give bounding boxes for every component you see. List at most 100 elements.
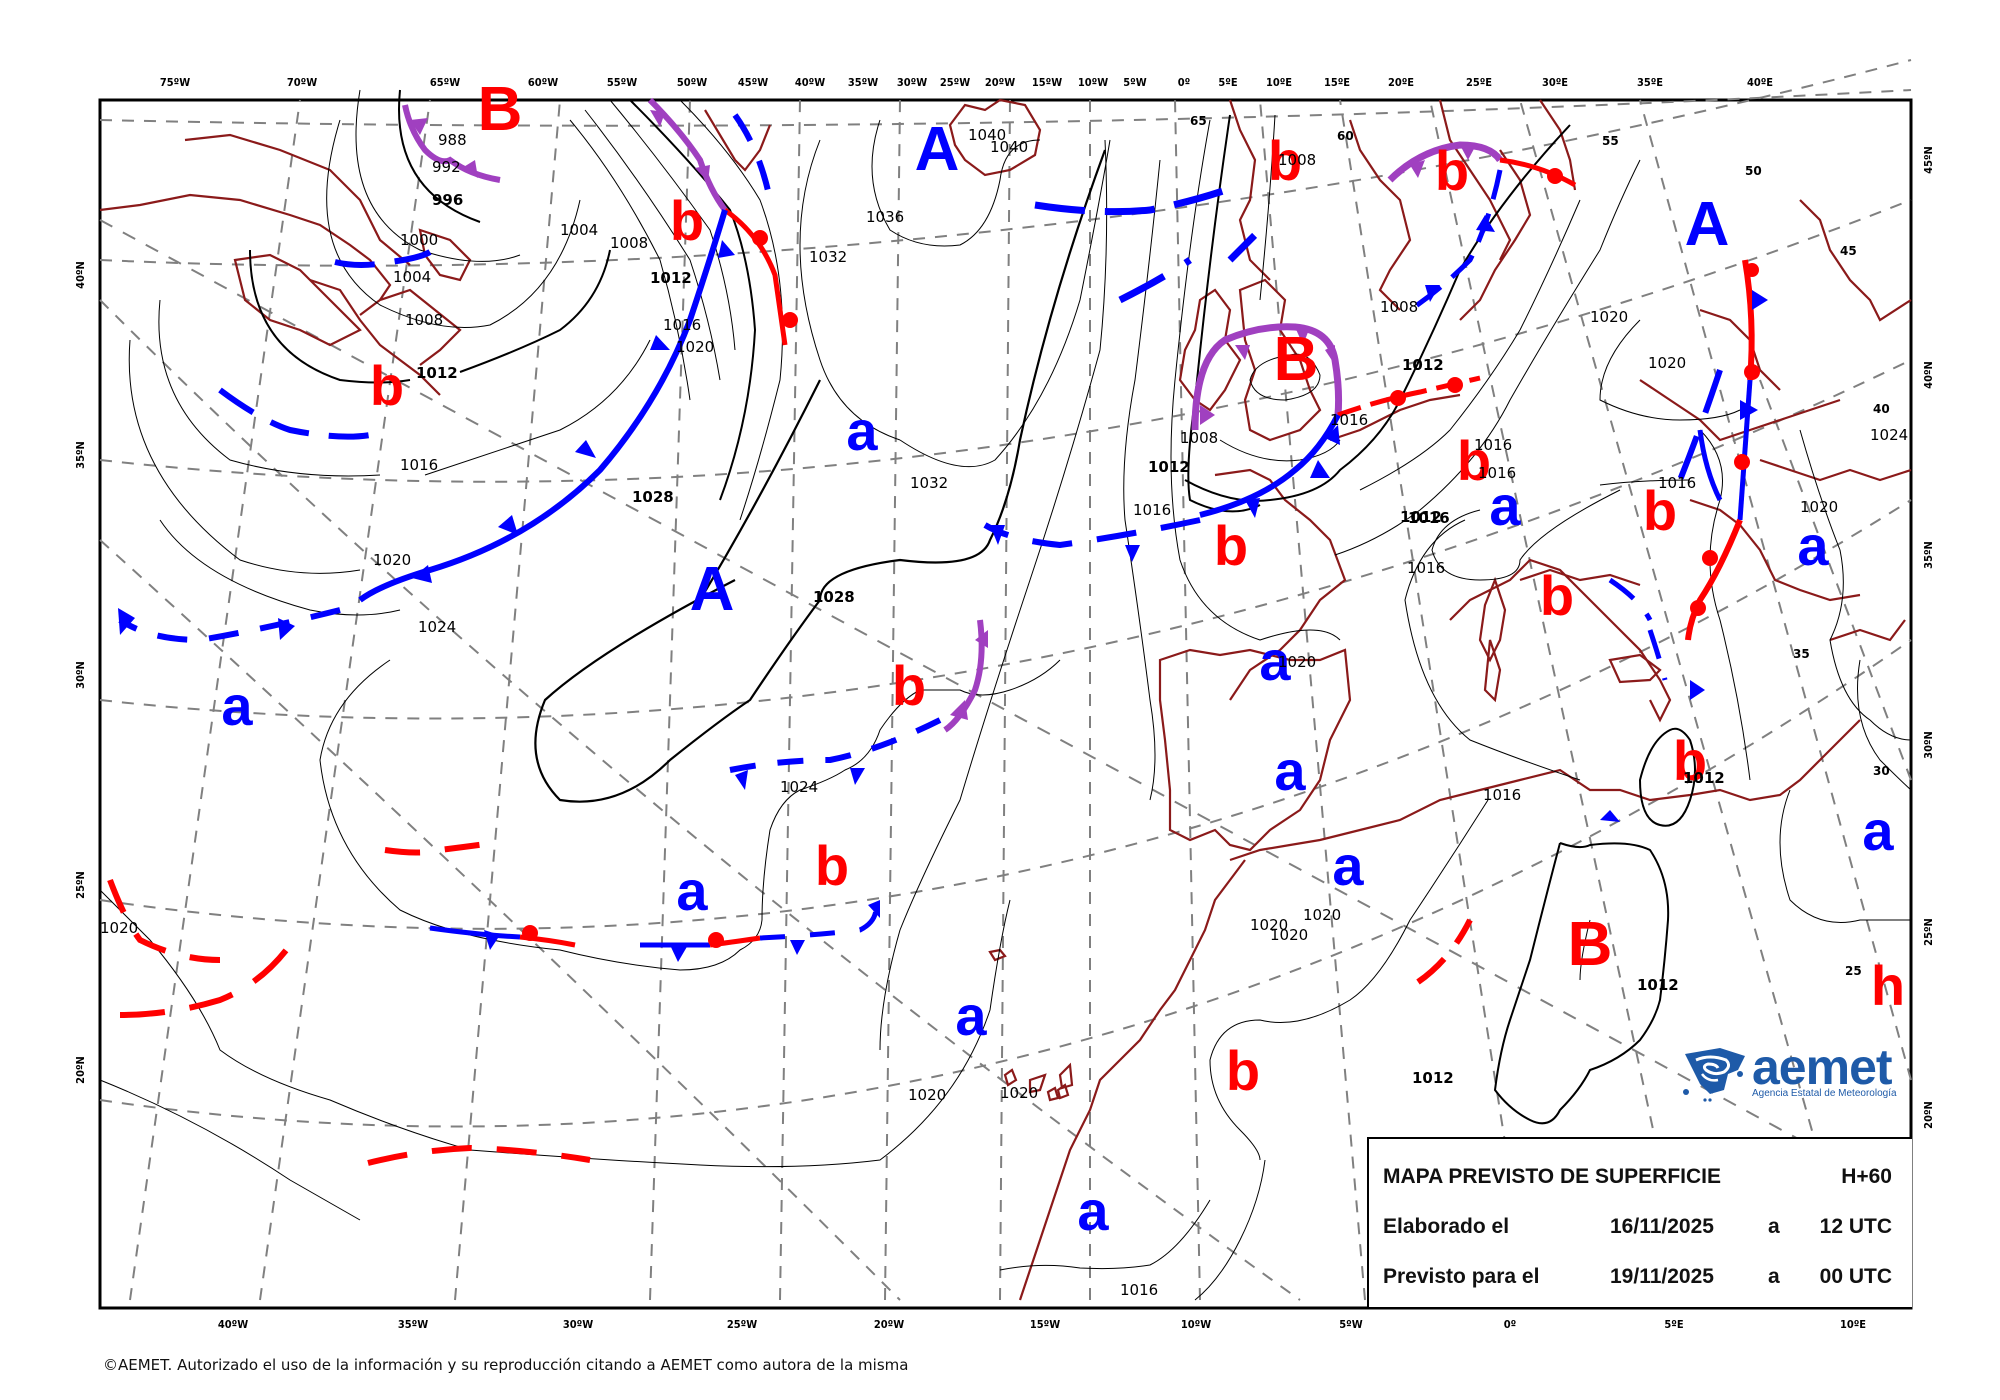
cold-front [983, 517, 1201, 549]
low-pressure-center: b [1673, 729, 1707, 792]
isobar-label: 1004 [393, 268, 431, 286]
lon-label-top: 15ºE [1324, 76, 1350, 89]
issued-label: Elaborado el [1383, 1215, 1510, 1238]
isobar-label: 1012 [1683, 769, 1725, 787]
isobar-label: 1016 [1407, 559, 1445, 577]
low-pressure-center: B [1568, 910, 1613, 979]
lon-label-top: 35ºW [848, 76, 878, 89]
high-pressure-center: a [955, 984, 987, 1047]
isobar-label: 1020 [373, 551, 411, 569]
isobar-label: 1020 [1250, 916, 1288, 934]
lat-label-right: 40ºN [1922, 361, 1935, 389]
front-symbols [118, 110, 1768, 962]
isobar-label: 1024 [780, 778, 818, 796]
copyright-notice: ©AEMET. Autorizado el uso de la informac… [103, 1356, 909, 1374]
valid-time: 00 UTC [1819, 1265, 1892, 1288]
lon-label-top: 5ºW [1123, 76, 1146, 89]
lon-label-top: 20ºW [985, 76, 1015, 89]
lat-label-left: 40ºN [74, 261, 87, 289]
isobar-label: 1020 [908, 1086, 946, 1104]
high-pressure-center: A [915, 115, 960, 184]
lon-label-bottom: 25ºW [727, 1318, 757, 1331]
isobar-label: 1016 [1408, 509, 1450, 527]
occluded-front [647, 97, 728, 212]
lat-label-right: 45ºN [1922, 146, 1935, 174]
isobar-label: 1012 [1148, 458, 1190, 476]
lon-label-top: 40ºE [1747, 76, 1773, 89]
isobar-label: 1028 [632, 488, 674, 506]
high-pressure-center: a [1259, 629, 1291, 692]
isobar-label: 1008 [1380, 298, 1418, 316]
isobar-label: 1020 [1648, 354, 1686, 372]
lon-label-bottom: 30ºW [563, 1318, 593, 1331]
low-pressure-center: b [815, 834, 849, 897]
isobar-label: 1020 [1590, 308, 1628, 326]
isobar-label: 1008 [1278, 151, 1316, 169]
lat-label-left: 25ºN [74, 871, 87, 899]
lat-label-right: 20ºN [1922, 1101, 1935, 1129]
high-pressure-center: a [846, 399, 878, 462]
trough-line [334, 249, 432, 268]
lat-label-left: 30ºN [74, 661, 87, 689]
isobar-label: 1032 [809, 248, 847, 266]
isobar-label: 1012 [416, 364, 458, 382]
aemet-wordmark: aemet [1752, 1039, 1893, 1095]
longitude-labels-bottom: 40ºW 35ºW 30ºW 25ºW 20ºW 15ºW 10ºW 5ºW 0º 5ºE 10ºE [218, 1318, 1866, 1331]
valid-row: Previsto para el 19/11/2025 a 00 UTC [1383, 1265, 1892, 1295]
isobar-label: 1016 [1478, 464, 1516, 482]
inner-lat-label: 55 [1602, 134, 1619, 148]
forecast-info-box: MAPA PREVISTO DE SUPERFICIE H+60 Elabora… [1367, 1137, 1912, 1307]
lon-label-top: 55ºW [607, 76, 637, 89]
coastlines [99, 98, 1912, 1301]
lon-label-top: 65ºW [430, 76, 460, 89]
isobar-label: 1012 [1637, 976, 1679, 994]
inner-lat-label: 65 [1190, 114, 1207, 128]
trough-line [1227, 227, 1263, 263]
isobar-label: 1012 [650, 269, 692, 287]
trough-line [1118, 257, 1192, 304]
lon-label-top: 25ºE [1466, 76, 1492, 89]
issued-date: 16/11/2025 [1610, 1215, 1714, 1238]
high-pressure-center: a [1274, 739, 1306, 802]
lon-label-bottom: 10ºW [1181, 1318, 1211, 1331]
isobar-label: 1040 [990, 138, 1028, 156]
low-pressure-center: b [1643, 479, 1677, 542]
aemet-logo-icon [1683, 1048, 1745, 1102]
isobar-label: 1012 [1412, 1069, 1454, 1087]
aemet-logo: aemet Agencia Estatal de Meteorología [1680, 1039, 1910, 1104]
lat-label-left: 35ºN [74, 441, 87, 469]
warm-front [1685, 518, 1743, 641]
ridge-line [1416, 918, 1473, 985]
lon-label-top: 35ºE [1637, 76, 1663, 89]
info-title-row: MAPA PREVISTO DE SUPERFICIE H+60 [1383, 1165, 1892, 1195]
issued-row: Elaborado el 16/11/2025 a 12 UTC [1383, 1215, 1892, 1245]
inner-lat-label: 45 [1840, 244, 1857, 258]
isobar-labels: 9889929961000100410041008100810121012101… [100, 126, 1908, 1299]
isobars [99, 89, 1912, 1301]
isobar-label: 1020 [1270, 926, 1308, 944]
isobar-label: 1016 [1330, 411, 1368, 429]
high-pressure-center: a [676, 859, 708, 922]
lon-label-top: 50ºW [677, 76, 707, 89]
trough-line [1034, 181, 1242, 216]
cold-front [1697, 429, 1723, 502]
lon-label-bottom: 20ºW [874, 1318, 904, 1331]
isobar-label: 1000 [400, 231, 438, 249]
isobar-label: 1016 [663, 316, 701, 334]
valid-sep: a [1768, 1265, 1780, 1288]
isobar-label: 1016 [400, 456, 438, 474]
occluded-front [1387, 141, 1503, 183]
high-pressure-center: a [221, 674, 253, 737]
low-pressure-center: b [1457, 429, 1491, 492]
low-pressure-center: b [1226, 1039, 1260, 1102]
low-pressure-center: h [1871, 954, 1905, 1017]
high-pressure-center: a [1797, 514, 1829, 577]
inner-lat-label: 50 [1745, 164, 1762, 178]
lat-label-left: 20ºN [74, 1056, 87, 1084]
isobar-label: 988 [438, 131, 467, 149]
lat-label-right: 35ºN [1922, 541, 1935, 569]
high-pressure-center: A [690, 555, 735, 624]
isobar-label: 1016 [1658, 474, 1696, 492]
inner-lat-label: 25 [1845, 964, 1862, 978]
issued-time: 12 UTC [1819, 1215, 1892, 1238]
